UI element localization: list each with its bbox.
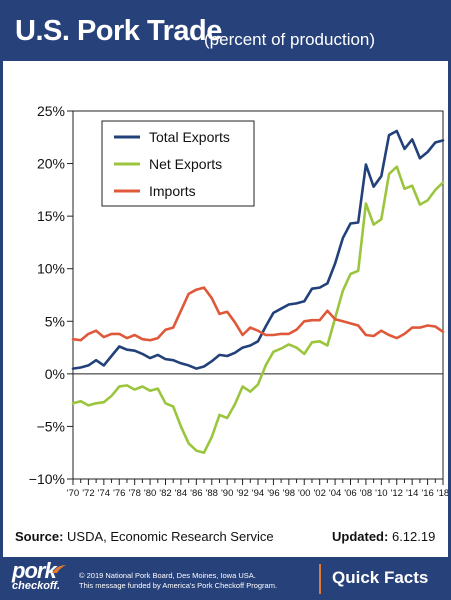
line-chart: −10% −5% 0% 5% 10% 15% 20% 25% '70'72 '74'76'78 '8…: [29, 103, 448, 499]
updated-date: 6.12.19: [391, 529, 436, 544]
updated-label: Updated:: [332, 529, 389, 544]
x-tick-label: '74: [98, 488, 110, 499]
x-tick-label: '04: [329, 488, 341, 499]
x-tick-label: '72: [82, 488, 94, 499]
y-tick-label: 15%: [37, 208, 65, 224]
x-tick-label: '86: [190, 488, 202, 499]
footer-banner: pork checkoff. © 2019 National Pork Boar…: [3, 557, 448, 600]
x-tick-label: '80: [144, 488, 156, 499]
logo-wordmark-pork: pork: [12, 558, 57, 583]
x-tick-label: '14: [406, 488, 418, 499]
x-tick-label: '18: [437, 488, 448, 499]
copyright-text: © 2019 National Pork Board, Des Moines, …: [79, 571, 277, 591]
x-tick-label: '70: [67, 488, 79, 499]
copyright-line-2: This message funded by America's Pork Ch…: [79, 581, 278, 590]
series-line-imports: [71, 286, 445, 342]
x-tick-label: '12: [391, 488, 403, 499]
y-tick-label: 5%: [45, 313, 65, 329]
quick-facts-label: Quick Facts: [332, 568, 429, 587]
logo-wordmark-checkoff: checkoff.: [12, 580, 61, 592]
x-tick-label: '94: [252, 488, 264, 499]
y-tick-label: −5%: [37, 418, 65, 434]
x-tick-label: '78: [128, 488, 140, 499]
y-tick-label: 25%: [37, 103, 65, 119]
chart-title: U.S. Pork Trade: [15, 15, 222, 47]
legend-label-total-exports: Total Exports: [149, 129, 230, 145]
x-tick-label: '84: [175, 488, 187, 499]
logo-swoosh-icon: [52, 565, 66, 573]
legend-label-net-exports: Net Exports: [149, 156, 222, 172]
y-tick-label: 10%: [37, 261, 65, 277]
series-line-net-exports: [71, 165, 445, 455]
series-line-total-exports: [71, 129, 445, 370]
x-tick-label: '10: [375, 488, 387, 499]
source-label: Source:: [15, 529, 64, 544]
y-tick-label: 20%: [37, 156, 65, 172]
x-tick-label: '88: [206, 488, 218, 499]
footer-divider: [319, 564, 321, 594]
x-tick-label: '96: [267, 488, 279, 499]
x-tick-label: '92: [236, 488, 248, 499]
source-text: USDA, Economic Research Service: [67, 529, 274, 544]
legend-label-imports: Imports: [149, 183, 196, 199]
legend: Total Exports Net Exports Imports: [101, 120, 255, 207]
chart-subtitle: (percent of production): [204, 30, 376, 49]
x-tick-label: '90: [221, 488, 233, 499]
x-tick-label: '02: [313, 488, 325, 499]
pork-checkoff-logo: pork checkoff.: [12, 558, 74, 595]
y-tick-label: 0%: [45, 366, 65, 382]
x-tick-label: '00: [298, 488, 310, 499]
x-tick-label: '82: [159, 488, 171, 499]
y-tick-label: −10%: [29, 471, 65, 487]
source-note: Source: USDA, Economic Research Service: [15, 529, 274, 544]
x-tick-label: '06: [344, 488, 356, 499]
x-tick-label: '76: [113, 488, 125, 499]
updated-note: Updated: 6.12.19: [332, 529, 435, 544]
header-banner: U.S. Pork Trade (percent of production): [3, 3, 448, 61]
x-tick-label: '98: [283, 488, 295, 499]
x-tick-label: '08: [360, 488, 372, 499]
copyright-line-1: © 2019 National Pork Board, Des Moines, …: [79, 571, 256, 580]
x-tick-label: '16: [421, 488, 433, 499]
